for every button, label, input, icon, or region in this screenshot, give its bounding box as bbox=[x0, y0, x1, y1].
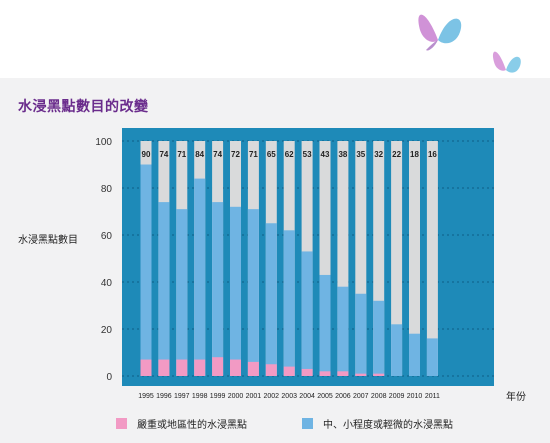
bar-serious bbox=[247, 361, 259, 376]
bar-serious bbox=[301, 368, 313, 376]
bar-minor bbox=[247, 209, 259, 376]
data-label-total: 16 bbox=[428, 150, 437, 159]
y-axis-label: 水浸黑點數目 bbox=[18, 235, 78, 246]
data-label-total: 90 bbox=[142, 150, 151, 159]
bar-background bbox=[426, 141, 438, 376]
bar-minor bbox=[265, 223, 277, 376]
y-tick-label: 100 bbox=[95, 137, 112, 148]
bar-minor bbox=[158, 202, 170, 376]
bar-background bbox=[409, 141, 420, 376]
bar-minor bbox=[409, 333, 420, 376]
data-label-total: 74 bbox=[159, 150, 168, 159]
data-label-total: 18 bbox=[410, 150, 419, 159]
data-label-total: 84 bbox=[195, 150, 204, 159]
bar-background bbox=[319, 141, 331, 376]
bar-serious bbox=[212, 357, 224, 376]
legend-swatch-minor bbox=[302, 418, 313, 429]
x-tick-label: 1999 bbox=[210, 393, 226, 400]
x-tick-label: 2007 bbox=[353, 393, 369, 400]
bar-minor bbox=[355, 293, 367, 376]
bar-minor bbox=[283, 230, 295, 376]
x-tick-label: 2000 bbox=[228, 393, 244, 400]
legend-item-serious: 嚴重或地區性的水浸黑點 bbox=[116, 416, 247, 431]
legend-label-serious: 嚴重或地區性的水浸黑點 bbox=[137, 420, 247, 431]
x-tick-label: 2011 bbox=[425, 393, 440, 400]
data-label-total: 35 bbox=[356, 150, 365, 159]
bar-minor bbox=[140, 164, 152, 376]
data-label-total: 38 bbox=[338, 150, 347, 159]
data-label-total: 53 bbox=[303, 150, 312, 159]
x-tick-label: 2001 bbox=[246, 393, 262, 400]
bar-serious bbox=[337, 371, 349, 376]
bar-serious bbox=[373, 373, 385, 376]
bar-serious bbox=[319, 371, 331, 376]
data-label-total: 74 bbox=[213, 150, 222, 159]
x-tick-label: 2010 bbox=[407, 393, 423, 400]
x-tick-label: 2005 bbox=[317, 393, 333, 400]
x-tick-label: 2008 bbox=[371, 393, 387, 400]
y-tick-label: 60 bbox=[101, 231, 113, 242]
bar-serious bbox=[355, 373, 367, 376]
x-tick-label: 1997 bbox=[174, 393, 190, 400]
bar-minor bbox=[176, 209, 188, 376]
data-label-total: 62 bbox=[285, 150, 294, 159]
bar-minor bbox=[319, 274, 331, 376]
data-label-total: 65 bbox=[267, 150, 276, 159]
bar-background bbox=[373, 141, 385, 376]
bar-minor bbox=[212, 202, 224, 376]
bar-minor bbox=[337, 286, 349, 376]
bar-background bbox=[391, 141, 403, 376]
bar-minor bbox=[373, 300, 385, 376]
x-tick-label: 2006 bbox=[335, 393, 351, 400]
butterfly-large-icon bbox=[418, 14, 462, 51]
bar-minor bbox=[194, 178, 206, 376]
bar-serious bbox=[194, 359, 206, 376]
x-tick-label: 1998 bbox=[192, 393, 208, 400]
x-tick-label: 2003 bbox=[281, 393, 297, 400]
x-axis-label: 年份 bbox=[506, 392, 526, 403]
x-tick-label: 1995 bbox=[138, 393, 154, 400]
data-label-total: 71 bbox=[249, 150, 258, 159]
bar-minor bbox=[426, 338, 438, 376]
data-label-total: 43 bbox=[321, 150, 330, 159]
data-label-total: 71 bbox=[177, 150, 186, 159]
bar-minor bbox=[391, 324, 403, 376]
legend-swatch-serious bbox=[116, 418, 127, 429]
y-tick-label: 20 bbox=[101, 325, 113, 336]
bar-minor bbox=[230, 206, 241, 376]
page-title: 水浸黑點數目的改變 bbox=[18, 98, 149, 114]
data-label-total: 72 bbox=[231, 150, 240, 159]
bar-serious bbox=[158, 359, 170, 376]
bar-serious bbox=[230, 359, 241, 376]
x-tick-label: 2004 bbox=[299, 393, 315, 400]
y-tick-label: 0 bbox=[106, 372, 112, 383]
data-label-total: 22 bbox=[392, 150, 401, 159]
bar-serious bbox=[283, 366, 295, 376]
x-tick-label: 2009 bbox=[389, 393, 405, 400]
bar-background bbox=[355, 141, 367, 376]
bar-serious bbox=[140, 359, 152, 376]
legend-label-minor: 中、小程度或輕微的水浸黑點 bbox=[323, 420, 453, 431]
bar-serious bbox=[176, 359, 188, 376]
data-label-total: 32 bbox=[374, 150, 383, 159]
x-tick-label: 1996 bbox=[156, 393, 172, 400]
butterfly-small-icon bbox=[492, 51, 521, 73]
bar-serious bbox=[265, 364, 277, 376]
x-tick-label: 2002 bbox=[264, 393, 280, 400]
bar-background bbox=[337, 141, 349, 376]
y-tick-label: 80 bbox=[101, 184, 113, 195]
y-tick-label: 40 bbox=[101, 278, 113, 289]
legend-item-minor: 中、小程度或輕微的水浸黑點 bbox=[302, 416, 453, 431]
bar-minor bbox=[301, 251, 313, 376]
